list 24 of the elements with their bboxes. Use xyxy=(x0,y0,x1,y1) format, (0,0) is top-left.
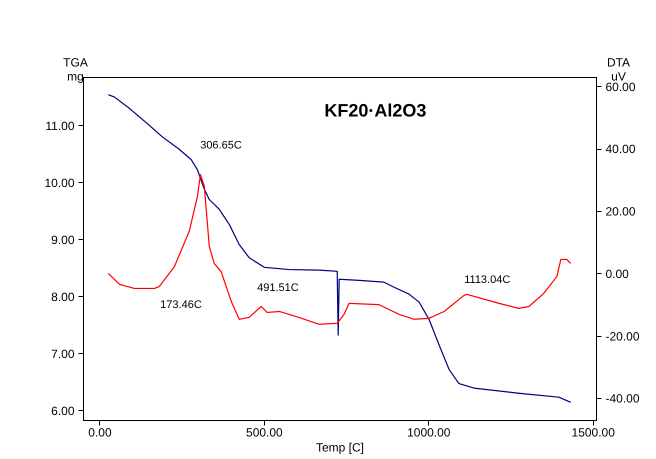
annotation: 306.65C xyxy=(200,140,242,152)
y2-tick-label: 0.00 xyxy=(606,266,630,281)
x-axis-title: Temp [C] xyxy=(316,440,364,454)
y2-tick-label: -20.00 xyxy=(606,329,640,344)
annotation: 1113.04C xyxy=(464,274,510,286)
y-tick-label: 6.00 xyxy=(51,404,75,418)
y2-tick-label: -40.00 xyxy=(606,392,640,406)
y-tick-label: 9.00 xyxy=(51,232,75,247)
annotation: 491.51C xyxy=(257,282,299,294)
annotation: 173.46C xyxy=(160,299,202,312)
y-tick-label: 10.00 xyxy=(44,176,75,190)
x-tick-label: 500.00 xyxy=(246,426,284,440)
y2-tick-label: 20.00 xyxy=(606,204,636,219)
y-tick-label: 11.00 xyxy=(45,118,75,133)
text: KF20·Al2O3 xyxy=(324,100,426,120)
line-series xyxy=(108,94,572,403)
x-tick-label: 1500.00 xyxy=(572,426,616,440)
x-tick-label: 0.00 xyxy=(88,426,112,440)
y-tick-label: 8.00 xyxy=(51,290,75,304)
line-series xyxy=(108,174,572,325)
x-tick-label: 1000.00 xyxy=(407,426,451,440)
y-tick-label: 7.00 xyxy=(51,346,75,361)
y-axis-title: TGA mg xyxy=(63,56,88,84)
y2-tick-label: 40.00 xyxy=(606,142,636,156)
